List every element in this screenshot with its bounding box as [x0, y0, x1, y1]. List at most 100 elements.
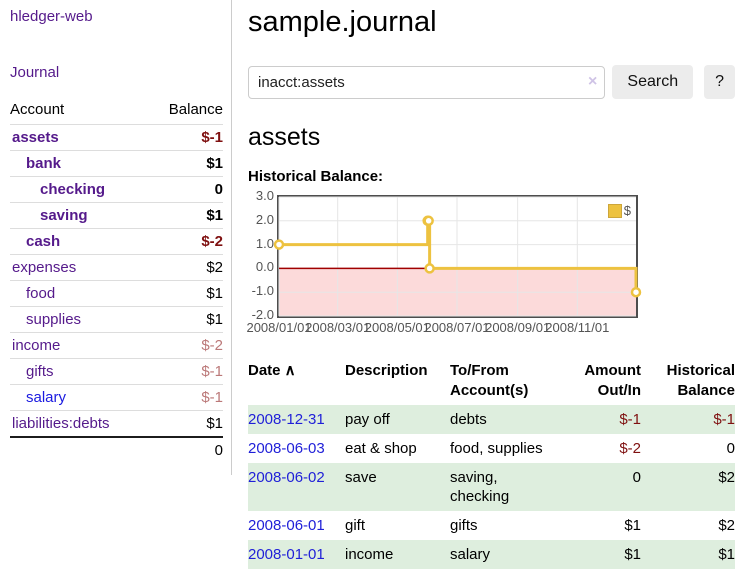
account-link-income[interactable]: income [12, 337, 61, 354]
account-link-liabilities-debts[interactable]: liabilities:debts [12, 415, 110, 432]
app-brand[interactable]: hledger-web [10, 8, 93, 25]
transaction-row: 2008-06-01 gift gifts $1 $2 [248, 511, 735, 540]
chart-svg [273, 196, 642, 317]
account-link-food[interactable]: food [26, 285, 56, 302]
account-balance: $-1 [147, 358, 223, 385]
chart-title: Historical Balance: [248, 168, 384, 185]
account-row: bank $1 [10, 150, 223, 177]
accounts-header-account: Account [10, 101, 65, 118]
x-axis-tick-label: 2008/11/01 [545, 320, 610, 335]
account-link-supplies[interactable]: supplies [26, 311, 82, 328]
txn-amount: $1 [624, 517, 641, 534]
txn-description: save [345, 469, 377, 486]
txn-date-link[interactable]: 2008-01-01 [248, 546, 325, 563]
transactions-table: Date ∧ Description To/From Account(s) Amount… [248, 356, 735, 569]
legend-swatch [607, 203, 622, 218]
account-link-salary[interactable]: salary [26, 389, 67, 406]
txn-col-header-date[interactable]: Date ∧ [248, 362, 296, 379]
search-button[interactable]: Search [612, 65, 694, 99]
account-row: checking 0 [10, 176, 223, 203]
page-title: sample.journal [248, 6, 437, 38]
y-axis-tick-label: 3.0 [255, 188, 274, 203]
accounts-header-balance: Balance [168, 101, 223, 118]
x-axis-tick-label: 2008/07/01 [424, 320, 490, 335]
account-balance: $1 [147, 280, 223, 307]
x-axis-tick-label: 2008/01/01 [246, 320, 312, 335]
account-row: expenses $2 [10, 254, 223, 281]
txn-historical-balance: $-1 [713, 411, 735, 428]
account-link-cash[interactable]: cash [26, 233, 61, 250]
sidebar: hledger-web Journal Account Balance asse… [0, 0, 232, 475]
y-axis-tick-label: 1.0 [255, 235, 274, 251]
txn-date-link[interactable]: 2008-06-02 [248, 469, 325, 486]
sidebar-item-journal[interactable]: Journal [10, 64, 60, 81]
txn-date-link[interactable]: 2008-06-01 [248, 517, 325, 534]
historical-balance-chart: $ 3.0 2.0 1.0 0.0 -1.0 -2.0 2008/01/01 2008/03/… [246, 188, 735, 340]
txn-accounts: salary [450, 546, 491, 563]
account-row: salary $-1 [10, 384, 223, 411]
account-link-saving[interactable]: saving [40, 207, 88, 224]
txn-historical-balance: $1 [718, 546, 735, 563]
help-button[interactable]: ? [704, 65, 735, 99]
txn-description: income [345, 546, 394, 563]
txn-amount: 0 [632, 469, 641, 486]
account-row: supplies $1 [10, 306, 223, 333]
x-axis-tick-label: 2008/05/01 [364, 320, 430, 335]
txn-accounts: food, supplies [450, 440, 543, 457]
account-balance: $1 [147, 150, 223, 177]
transaction-row: 2008-06-03 eat & shop food, supplies $-2 0 [248, 434, 735, 463]
txn-col-header-historical: Historical Balance [666, 362, 735, 399]
account-row: food $1 [10, 280, 223, 307]
account-balance: $2 [147, 254, 223, 281]
account-balance: 0 [147, 176, 223, 203]
transaction-row: 2008-12-31 pay off debts $-1 $-1 [248, 405, 735, 434]
txn-description: gift [345, 517, 366, 534]
account-balance: $-2 [147, 228, 223, 255]
chart-plot-area: $ [273, 195, 642, 318]
txn-col-header-description: Description [345, 362, 428, 379]
txn-description: eat & shop [345, 440, 417, 457]
accounts-total-value: 0 [147, 436, 223, 463]
account-row: assets $-1 [10, 124, 223, 151]
txn-col-header-tofrom: To/From Account(s) [450, 362, 529, 399]
txn-accounts: debts [450, 411, 487, 428]
accounts-table: Account Balance assets $-1 bank $1 checking 0… [10, 97, 223, 463]
accounts-total-row: 0 [10, 436, 223, 463]
txn-date-link[interactable]: 2008-12-31 [248, 411, 325, 428]
account-balance: $-1 [147, 384, 223, 411]
account-balance: $-2 [147, 332, 223, 359]
account-row: cash $-2 [10, 228, 223, 255]
txn-historical-balance: 0 [726, 440, 735, 457]
x-axis-tick-label: 2008/03/01 [305, 320, 371, 335]
account-balance: $1 [147, 410, 223, 437]
txn-date-link[interactable]: 2008-06-03 [248, 440, 325, 457]
txn-historical-balance: $2 [718, 469, 735, 486]
account-balance: $-1 [147, 124, 223, 151]
sort-asc-icon[interactable]: ∧ [280, 362, 296, 379]
y-axis-tick-label: -2.0 [251, 307, 274, 322]
account-link-checking[interactable]: checking [40, 181, 106, 198]
account-balance: $1 [147, 306, 223, 333]
y-axis-tick-label: 0.0 [255, 259, 274, 275]
txn-accounts: gifts [450, 517, 478, 534]
account-link-assets[interactable]: assets [12, 129, 59, 146]
transaction-row: 2008-01-01 income salary $1 $1 [248, 540, 735, 569]
account-link-bank[interactable]: bank [26, 155, 62, 172]
transaction-row: 2008-06-02 save saving, checking 0 $2 [248, 463, 735, 511]
account-row: liabilities:debts $1 [10, 410, 223, 437]
clear-search-icon[interactable]: × [588, 72, 598, 90]
account-balance: $1 [147, 202, 223, 229]
legend-label: $ [623, 203, 631, 218]
account-link-gifts[interactable]: gifts [26, 363, 54, 380]
search-input[interactable] [248, 65, 606, 99]
txn-amount: $1 [624, 546, 641, 563]
account-row: income $-2 [10, 332, 223, 359]
y-axis-tick-label: 2.0 [255, 211, 274, 227]
txn-amount: $-1 [619, 411, 641, 428]
account-row: gifts $-1 [10, 358, 223, 385]
search-box: × [248, 65, 606, 99]
y-axis-tick-label: -1.0 [251, 283, 274, 299]
txn-col-header-amount: Amount Out/In [584, 362, 641, 399]
account-link-expenses[interactable]: expenses [12, 259, 77, 276]
